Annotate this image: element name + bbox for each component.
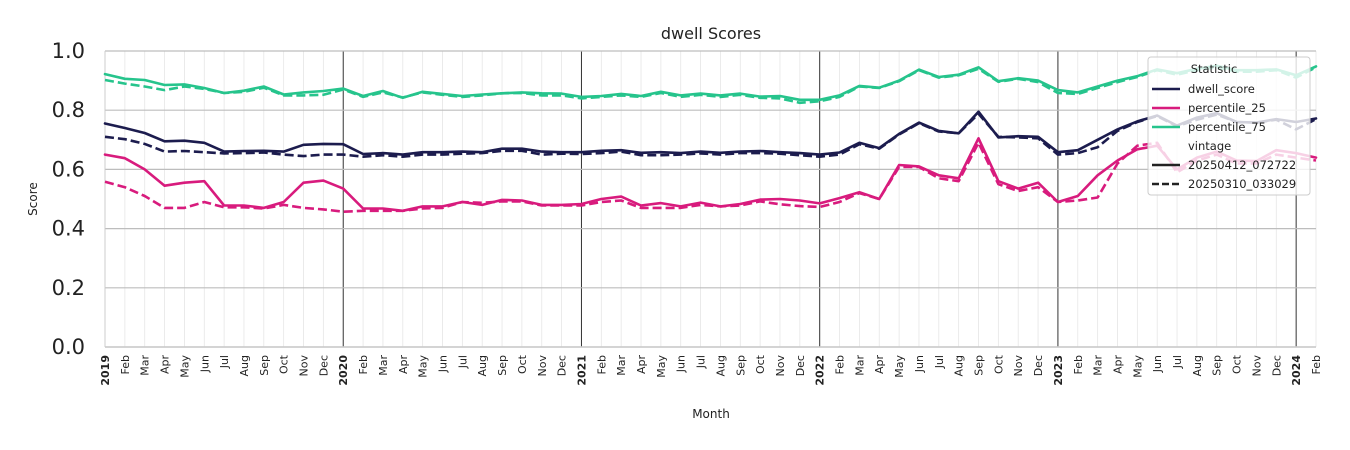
x-tick-label: May [893, 355, 906, 378]
x-tick-label: Mar [377, 355, 390, 376]
x-tick-label: Aug [1191, 355, 1204, 376]
x-tick-label: Aug [476, 355, 489, 376]
legend-label: dwell_score [1188, 82, 1255, 96]
legend-title: Statistic [1191, 62, 1238, 76]
axes: 0.0 0.2 0.4 0.6 0.8 1.0 2019 Feb Mar Apr May Jun Jul… [52, 39, 1323, 386]
series-line-dwell_score-solid [103, 110, 1318, 156]
x-tick-label: May [1131, 355, 1144, 378]
chart-title: dwell Scores [661, 24, 761, 43]
x-tick-label: Jul [1171, 355, 1184, 369]
legend-box [1147, 56, 1311, 196]
x-tick-label: Nov [1250, 355, 1263, 377]
x-tick-label: Feb [1072, 355, 1085, 374]
x-tick-label: Dec [1270, 355, 1283, 376]
x-tick-label: Jun [913, 355, 926, 373]
x-tick-label: Jun [1151, 355, 1164, 373]
y-axis-label: Score [26, 182, 40, 216]
x-tick-label: Mar [1092, 355, 1105, 376]
x-tick-label: Jul [218, 355, 231, 369]
y-tick-label: 0.4 [52, 217, 85, 241]
x-tick-label: Oct [1231, 354, 1244, 374]
x-tick-label: Sep [973, 355, 986, 376]
x-tick-label: Jul [933, 355, 946, 369]
x-tick-label: Feb [357, 355, 370, 374]
x-tick-label: Oct [516, 354, 529, 374]
series-lines [103, 64, 1318, 213]
x-tick-label: Jun [436, 355, 449, 373]
x-tick-label: Dec [794, 355, 807, 376]
y-tick-label: 0.2 [52, 276, 85, 300]
x-tick-label: Feb [834, 355, 847, 374]
x-tick-label: Aug [714, 355, 727, 376]
x-tick-label: Oct [992, 354, 1005, 374]
x-tick-label: Aug [238, 355, 251, 376]
x-tick-label: Nov [1012, 355, 1025, 377]
x-tick-label: Sep [258, 355, 271, 376]
x-tick-label: Mar [615, 355, 628, 376]
y-tick-label: 0.0 [52, 335, 85, 359]
x-tick-label: Jun [675, 355, 688, 373]
x-tick-label: May [655, 355, 668, 378]
x-tick-label: May [178, 355, 191, 378]
x-tick-label: 2020 [337, 355, 350, 386]
x-tick-label: Oct [754, 354, 767, 374]
x-tick-label: Nov [298, 355, 311, 377]
series-line-percentile_25-dashed [104, 141, 1317, 213]
x-tick-label: 2024 [1290, 355, 1303, 386]
x-tick-label: Apr [635, 355, 648, 375]
series-line-dwell_score-dashed [104, 112, 1317, 158]
y-tick-label: 0.6 [52, 157, 85, 181]
x-tick-label: Aug [953, 355, 966, 376]
x-tick-label: Sep [496, 355, 509, 376]
x-tick-label: Mar [853, 355, 866, 376]
x-tick-label: Nov [774, 355, 787, 377]
x-tick-label: Mar [139, 355, 152, 376]
x-tick-label: Jul [695, 355, 708, 369]
x-tick-label: 2021 [575, 355, 588, 386]
x-tick-label: 2019 [99, 355, 112, 386]
x-tick-label: Dec [317, 355, 330, 376]
x-tick-label: Apr [397, 355, 410, 375]
y-tick-label: 1.0 [52, 39, 85, 63]
x-tick-label: Jun [198, 355, 211, 373]
x-tick-label: Dec [1032, 355, 1045, 376]
series-line-percentile_75-solid [103, 64, 1318, 102]
x-tick-label: 2023 [1052, 355, 1065, 386]
x-tick-label: Dec [556, 355, 569, 376]
x-tick-label: Nov [536, 355, 549, 377]
x-tick-label: Feb [595, 355, 608, 374]
legend: Statistic dwell_score percentile_25percent… [1147, 56, 1311, 196]
legend-label: percentile_25 [1188, 101, 1266, 115]
x-tick-label: Apr [159, 355, 172, 375]
x-tick-label: Apr [873, 355, 886, 375]
legend-style-label: 20250412_072722 [1188, 158, 1296, 172]
x-tick-label: Feb [119, 355, 132, 374]
x-tick-label: 2022 [814, 355, 827, 386]
legend-style-label: 20250310_033029 [1188, 177, 1296, 191]
x-tick-label: Feb [1310, 355, 1323, 374]
x-tick-label: Jul [456, 355, 469, 369]
x-tick-label: Sep [734, 355, 747, 376]
x-tick-label: Oct [278, 354, 291, 374]
legend-label: percentile_75 [1188, 120, 1266, 134]
y-tick-label: 0.8 [52, 98, 85, 122]
x-axis-label: Month [692, 407, 730, 421]
x-tick-label: May [417, 355, 430, 378]
legend-subtitle: vintage [1188, 139, 1231, 153]
series-line-percentile_75-dashed [104, 66, 1317, 105]
x-tick-label: Apr [1111, 355, 1124, 375]
x-tick-label: Sep [1211, 355, 1224, 376]
